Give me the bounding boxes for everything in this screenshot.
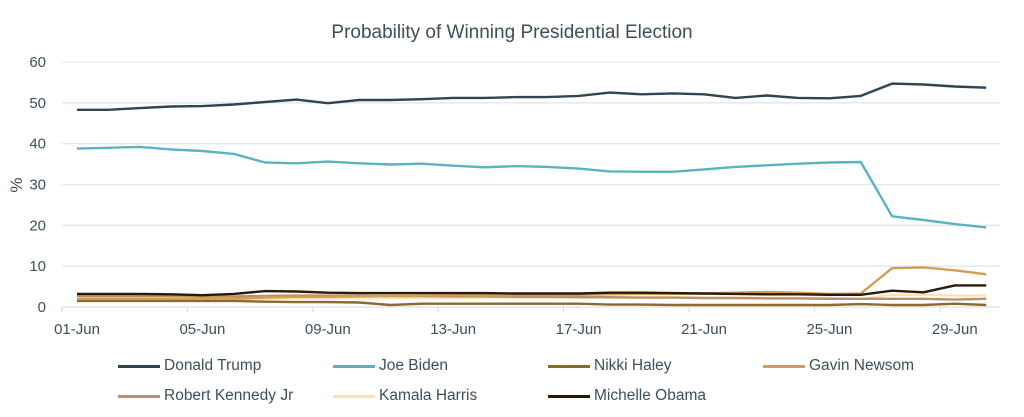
x-tick-label: 01-Jun: [54, 321, 100, 338]
legend-swatch: [763, 364, 805, 368]
legend-label: Michelle Obama: [594, 387, 706, 404]
x-axis: 01-Jun 05-Jun 09-Jun 13-Jun 17-Jun 21-Jun 25-J…: [54, 307, 978, 338]
y-axis-label: %: [7, 177, 26, 192]
y-tick-label: 50: [29, 95, 46, 112]
legend-label: Gavin Newsom: [809, 357, 915, 374]
x-tick-label: 05-Jun: [179, 321, 225, 338]
legend-swatch: [333, 394, 375, 398]
y-tick-label: 60: [29, 54, 46, 71]
y-tick-label: 10: [29, 258, 46, 275]
legend-item-gavin-newsom: Gavin Newsom: [763, 357, 914, 375]
x-tick-label: 09-Jun: [305, 321, 351, 338]
legend-label: Kamala Harris: [379, 387, 478, 404]
y-tick-label: 40: [29, 136, 46, 153]
legend-label: Nikki Haley: [594, 357, 672, 374]
y-tick-label: 30: [29, 177, 46, 194]
y-axis: 0 10 20 30 40 50 60: [29, 54, 46, 316]
legend-label: Robert Kennedy Jr: [164, 387, 294, 404]
legend-item-michelle-obama: Michelle Obama: [548, 387, 706, 405]
x-tick-label: 17-Jun: [556, 321, 602, 338]
legend-swatch: [548, 364, 590, 368]
series-line-joe-biden: [76, 145, 987, 229]
legend-item-donald-trump: Donald Trump: [118, 357, 261, 375]
legend-swatch: [118, 364, 160, 368]
series-line-nikki-haley: [77, 299, 987, 307]
x-tick-label: 29-Jun: [932, 321, 978, 338]
gridlines: [62, 61, 1000, 308]
legend-item-nikki-haley: Nikki Haley: [548, 357, 672, 375]
x-tick-label: 13-Jun: [430, 321, 476, 338]
legend-swatch: [333, 364, 375, 368]
legend-item-joe-biden: Joe Biden: [333, 357, 448, 375]
legend-item-robert-kennedy-jr: Robert Kennedy Jr: [118, 387, 293, 405]
legend-swatch: [548, 394, 590, 398]
x-tick-label: 21-Jun: [681, 321, 727, 338]
series-line-robert-kennedy-jr: [77, 294, 987, 301]
chart-title: Probability of Winning Presidential Elec…: [331, 22, 693, 43]
legend-item-kamala-harris: Kamala Harris: [333, 387, 477, 405]
x-tick-label: 25-Jun: [806, 321, 852, 338]
series-lines: [76, 82, 987, 307]
legend-label: Donald Trump: [164, 357, 262, 374]
y-tick-label: 0: [38, 299, 46, 316]
series-line-michelle-obama: [77, 284, 987, 297]
y-tick-label: 20: [29, 217, 46, 234]
legend-swatch: [118, 394, 160, 398]
legend-label: Joe Biden: [379, 357, 448, 374]
series-line-donald-trump: [77, 82, 987, 112]
